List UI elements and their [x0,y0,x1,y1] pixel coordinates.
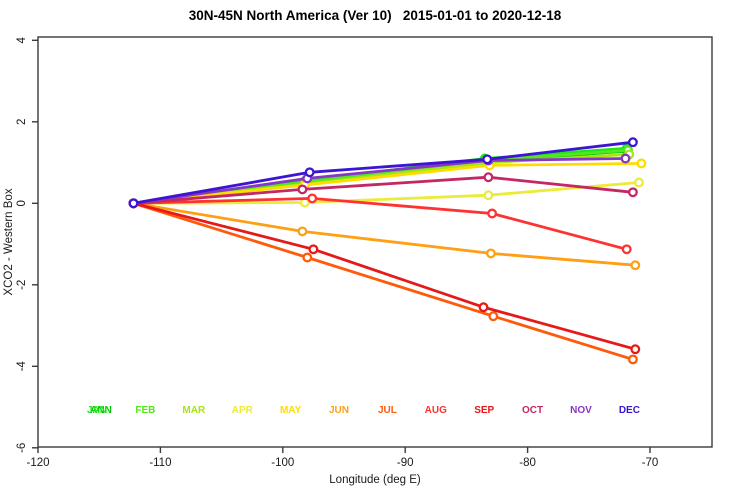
y-tick-label: -4 [16,361,28,372]
x-tick-label: -110 [149,457,171,469]
series-point-DEC [627,137,638,148]
legend-label-MAY: MAY [280,405,302,416]
legend-label-DEC: DEC [619,405,640,416]
legend-label-JAN: JAN [87,405,107,416]
legend-label-JUL: JUL [378,405,397,416]
x-tick-label: -90 [397,457,414,469]
legend-label-APR: APR [232,405,254,416]
legend-label-JUN: JUN [329,405,349,416]
series-line-NOV [132,157,627,205]
series-point-JUL [627,354,638,365]
y-tick-label: 2 [16,119,28,125]
y-tick-label: 4 [16,37,28,44]
series-line-OCT [132,175,635,205]
x-tick-label: -70 [642,457,659,469]
series-line-JUN [132,201,637,267]
series-point-AUG [487,208,498,219]
series-point-JUL [488,311,499,322]
series-point-OCT [627,187,638,198]
series-point-AUG [307,193,318,204]
series-line-AUG [132,196,629,251]
legend-label-NOV: NOV [570,405,592,416]
series-point-AUG [621,244,632,255]
series-point-DEC [482,154,493,165]
series-point-NOV [620,153,631,164]
y-axis-label: XCO2 - Western Box [3,188,15,295]
series-point-APR [483,190,494,201]
series-point-SEP [630,344,641,355]
series-point-APR [634,177,644,188]
series-point-DEC [304,167,315,178]
series-point-SEP [478,302,489,313]
series-point-OCT [483,172,494,183]
series-point-DEC [128,198,139,209]
legend-label-FEB: FEB [135,405,155,416]
x-tick-label: -80 [519,457,536,469]
series-line-DEC [132,140,635,205]
x-tick-label: -120 [26,457,49,469]
legend-label-MAR: MAR [182,405,206,416]
series-point-MAY [636,158,647,169]
series-line-MAY [132,161,643,205]
y-tick-label: 0 [16,200,28,206]
series-line-APR [132,181,641,205]
y-tick-label: -2 [16,280,28,290]
legend-label-OCT: OCT [522,405,543,416]
y-tick-label: -6 [16,443,28,453]
series-point-JUN [485,248,496,259]
x-axis-label: Longitude (deg E) [329,474,421,486]
series-point-JUN [297,226,308,237]
legend-label-AUG: AUG [425,405,447,416]
plot-box [37,36,713,448]
series-line-JUL [132,201,635,361]
series-point-JUL [302,252,313,263]
chart-title: 30N-45N North America (Ver 10) 2015-01-0… [188,8,562,23]
series-point-JUN [630,260,641,271]
series-point-OCT [297,184,308,195]
legend-label-SEP: SEP [474,405,494,416]
legend-label-ANN: ANN [90,405,112,416]
series-line-SEP [132,201,637,351]
x-tick-label: -100 [271,457,294,469]
series-point-SEP [308,244,319,255]
